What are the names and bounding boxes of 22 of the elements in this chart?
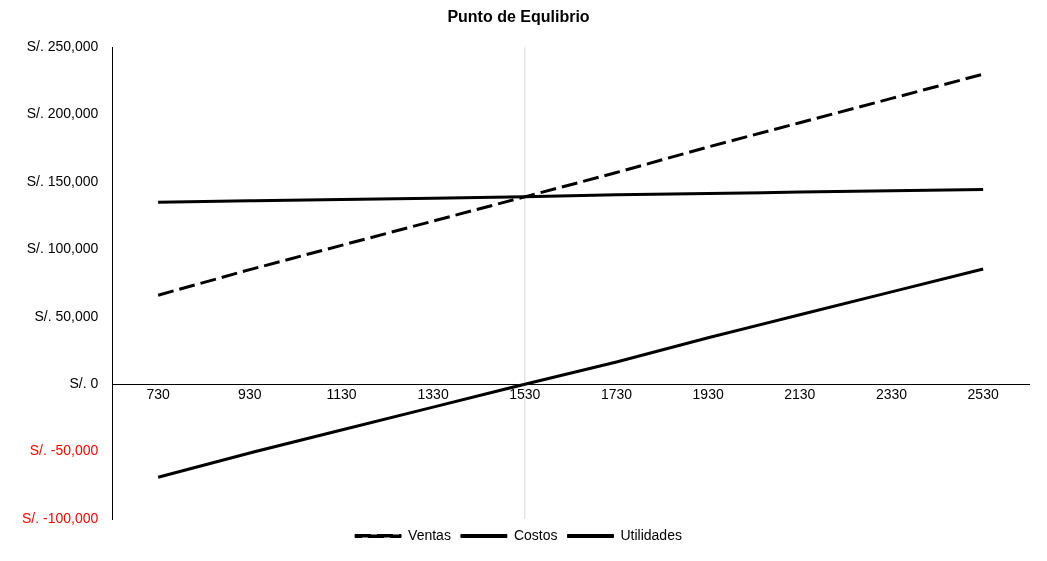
x-tick-label: 1930 <box>692 386 724 403</box>
y-tick-label: S/. 100,000 <box>26 240 99 257</box>
legend-label: Costos <box>513 526 558 543</box>
y-tick-label: S/. 200,000 <box>26 105 99 122</box>
y-tick-label: S/. 250,000 <box>26 38 99 55</box>
x-tick-label: 2530 <box>967 386 999 403</box>
x-tick-label: 1330 <box>417 386 449 403</box>
x-tick-label: 1530 <box>509 386 541 403</box>
y-tick-label: S/. -100,000 <box>21 509 99 526</box>
chart-title: Punto de Equlibrio <box>447 8 590 26</box>
y-tick-label: S/. 50,000 <box>34 307 99 324</box>
y-tick-label: S/. -50,000 <box>29 442 99 459</box>
x-tick-label: 1730 <box>600 386 633 403</box>
x-tick-label: 2130 <box>784 386 816 403</box>
x-tick-label: 1130 <box>326 386 357 403</box>
legend-label: Ventas <box>408 526 451 543</box>
x-tick-label: 930 <box>238 386 262 403</box>
legend-label: Utilidades <box>620 526 682 543</box>
x-tick-label: 730 <box>146 386 170 403</box>
x-tick-label: 2330 <box>875 386 908 403</box>
y-tick-label: S/. 0 <box>69 375 99 392</box>
y-tick-label: S/. 150,000 <box>26 172 99 189</box>
